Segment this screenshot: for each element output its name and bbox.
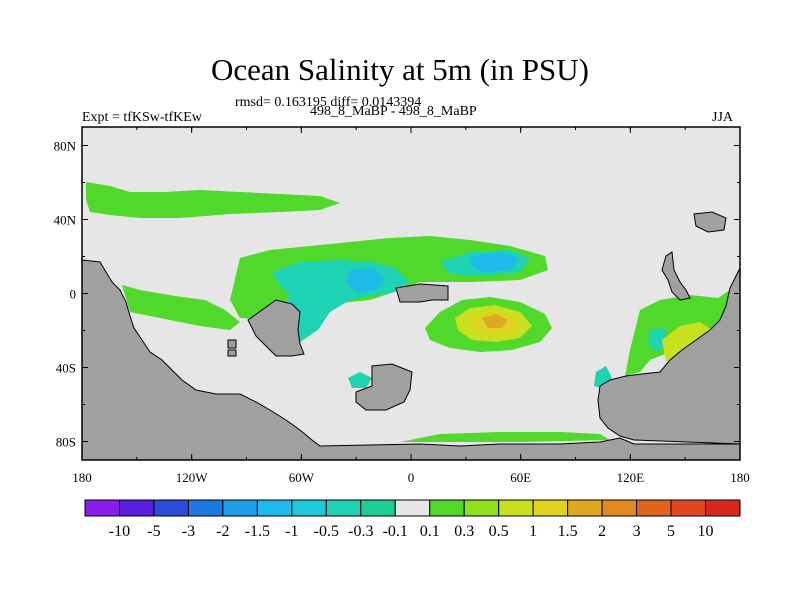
x-tick-label: 60E — [510, 470, 531, 485]
colorbar-swatch — [636, 499, 672, 517]
colorbar-label: -2 — [216, 523, 229, 540]
season-label: JJA — [712, 110, 734, 125]
x-tick-label: 120W — [176, 470, 209, 485]
small-island-b — [227, 349, 237, 357]
x-tick-label: 120E — [617, 470, 645, 485]
colorbar-swatch — [325, 499, 362, 517]
colorbar-label: 3 — [633, 523, 641, 540]
colorbar-swatch — [498, 499, 534, 517]
west-pacific-positive — [122, 285, 240, 330]
x-tick-label: 0 — [408, 470, 415, 485]
colorbar-label: 2 — [598, 523, 606, 540]
north-pacific-positive-band — [86, 182, 340, 218]
colorbar-label: 1.5 — [558, 523, 578, 540]
colorbar-swatch — [394, 499, 431, 517]
colorbar-swatch — [532, 499, 569, 517]
colorbar-swatch — [567, 499, 603, 517]
x-axis: 180 120W 60W 0 60E 120E 180 — [72, 127, 750, 485]
colorbar-swatch — [670, 499, 707, 517]
colorbar-swatch — [429, 499, 465, 517]
colorbar-label: 10 — [698, 523, 714, 540]
east-peninsula — [661, 251, 691, 301]
northeast-island — [693, 211, 727, 233]
y-axis: 80N 40N 0 40S 80S — [54, 139, 740, 450]
colorbar-swatch — [463, 499, 500, 517]
colorbar-swatch — [222, 499, 258, 517]
colorbar-label: -5 — [147, 523, 160, 540]
west-continent — [82, 259, 740, 460]
colorbar-swatch — [601, 499, 638, 517]
colorbar-swatch — [705, 499, 741, 517]
experiment-label: Expt = tfKSw-tfKEw — [82, 110, 202, 125]
colorbar-label: -1 — [285, 523, 298, 540]
colorbar-label: -0.5 — [314, 523, 339, 540]
colorbar-label: -1.5 — [245, 523, 270, 540]
y-tick-label: 80S — [56, 435, 76, 450]
colorbar-label: 0.5 — [489, 523, 509, 540]
colorbar-label: 5 — [667, 523, 675, 540]
pacific-island-large — [247, 299, 305, 357]
y-tick-label: 0 — [70, 287, 77, 302]
case-label: 498_8_MaBP - 498_8_MaBP — [310, 104, 477, 119]
y-tick-label: 80N — [54, 139, 77, 154]
colorbar-label: -0.3 — [348, 523, 373, 540]
map-field — [82, 127, 740, 460]
central-island-north — [395, 283, 449, 303]
stats-text: rmsd= 0.163195 diff= 0.0143394 — [235, 95, 422, 110]
colorbar-swatch — [118, 499, 155, 517]
map-title: Ocean Salinity at 5m (in PSU) — [211, 52, 589, 87]
colorbar-swatch — [256, 499, 293, 517]
x-tick-label: 180 — [730, 470, 750, 485]
colorbar-label: 0.1 — [420, 523, 440, 540]
colorbar-label: 1 — [529, 523, 537, 540]
east-continent — [597, 267, 740, 445]
colorbar-swatch — [187, 499, 224, 517]
x-tick-label: 60W — [289, 470, 315, 485]
colorbar: -10 -5 -3 -2 -1.5 -1 -0.5 -0.3 -0.1 0.1 0.3 0.5 1 1.5… — [84, 499, 741, 540]
north-blue-patch — [470, 252, 520, 272]
east-negative-strip — [648, 328, 668, 352]
colorbar-label: -10 — [109, 523, 130, 540]
south-central-island — [355, 363, 413, 411]
colorbar-label: -0.1 — [383, 523, 408, 540]
colorbar-swatch — [153, 499, 189, 517]
east-mid-positive — [662, 322, 712, 362]
x-tick-label: 180 — [72, 470, 92, 485]
colorbar-swatch — [291, 499, 327, 517]
y-tick-label: 40S — [56, 361, 76, 376]
central-blue-patch — [346, 268, 386, 292]
colorbar-label: 0.3 — [454, 523, 474, 540]
colorbar-label: -3 — [182, 523, 195, 540]
colorbar-swatch — [84, 499, 120, 517]
y-tick-label: 40N — [54, 213, 77, 228]
colorbar-swatch — [360, 499, 396, 517]
southwest-negative — [348, 372, 372, 388]
south-atlantic-core — [482, 314, 508, 328]
southern-band — [400, 432, 610, 442]
small-island-a — [227, 339, 237, 349]
